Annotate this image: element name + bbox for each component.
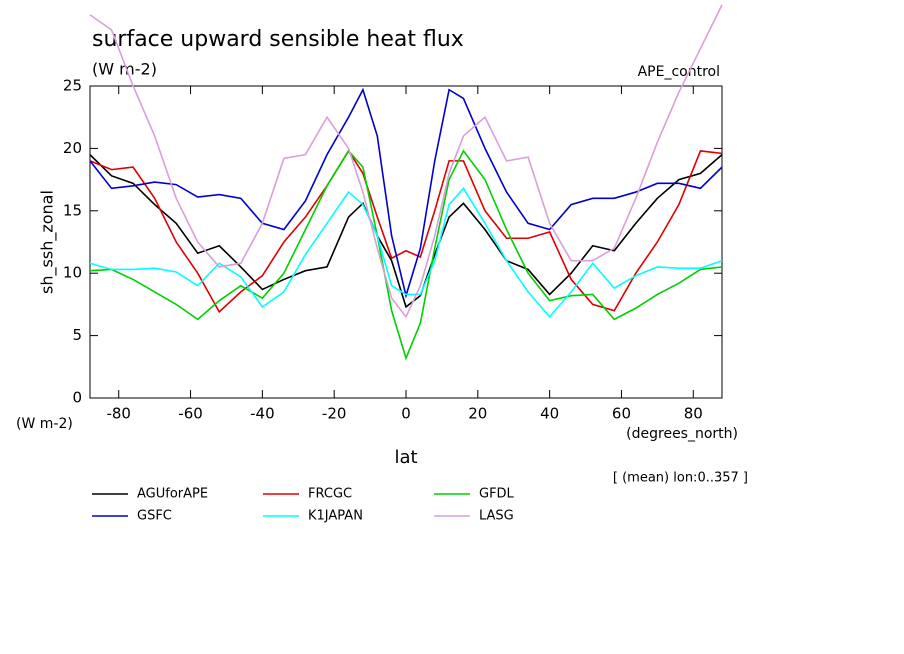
- series-line: [89, 186, 723, 319]
- x-tick-label: 40: [540, 405, 559, 423]
- x-tick-label: -60: [178, 405, 203, 423]
- chart-title: surface upward sensible heat flux: [92, 27, 464, 52]
- legend-label: FRCGC: [308, 487, 352, 502]
- legend-label: AGUforAPE: [137, 487, 208, 502]
- x-axis-label: lat: [394, 447, 417, 468]
- legend-label: GSFC: [137, 509, 172, 524]
- y-tick-label: 25: [63, 77, 82, 95]
- x-tick-label: 0: [401, 405, 411, 423]
- dataset-label: APE_control: [638, 64, 720, 80]
- y-tick-label: 5: [72, 326, 82, 344]
- legend-label: K1JAPAN: [308, 509, 363, 524]
- units-label: (W m-2): [92, 60, 157, 79]
- y-tick-label: 20: [63, 139, 82, 157]
- series-line: [89, 149, 723, 361]
- series-line: [89, 154, 723, 309]
- x-tick-label: -40: [250, 405, 275, 423]
- x-tick-label: 80: [684, 405, 703, 423]
- series-line: [89, 4, 723, 319]
- plot-frame: [89, 85, 723, 399]
- legend-label: LASG: [479, 509, 514, 524]
- series-line: [89, 149, 723, 314]
- series-line: [89, 87, 723, 299]
- x-tick-label: 60: [612, 405, 631, 423]
- legend-label: GFDL: [479, 487, 515, 502]
- y-tick-label: 10: [63, 264, 82, 282]
- x-units-label: (degrees_north): [626, 426, 738, 442]
- annotation: [ (mean) lon:0..357 ]: [613, 471, 748, 486]
- y-axis-label: sh_ssh_zonal: [38, 190, 58, 294]
- x-tick-label: -80: [106, 405, 131, 423]
- x-tick-label: 20: [468, 405, 487, 423]
- y-units-label: (W m-2): [16, 416, 73, 432]
- x-tick-label: -20: [322, 405, 347, 423]
- y-tick-label: 0: [72, 389, 82, 407]
- y-tick-label: 15: [63, 201, 82, 219]
